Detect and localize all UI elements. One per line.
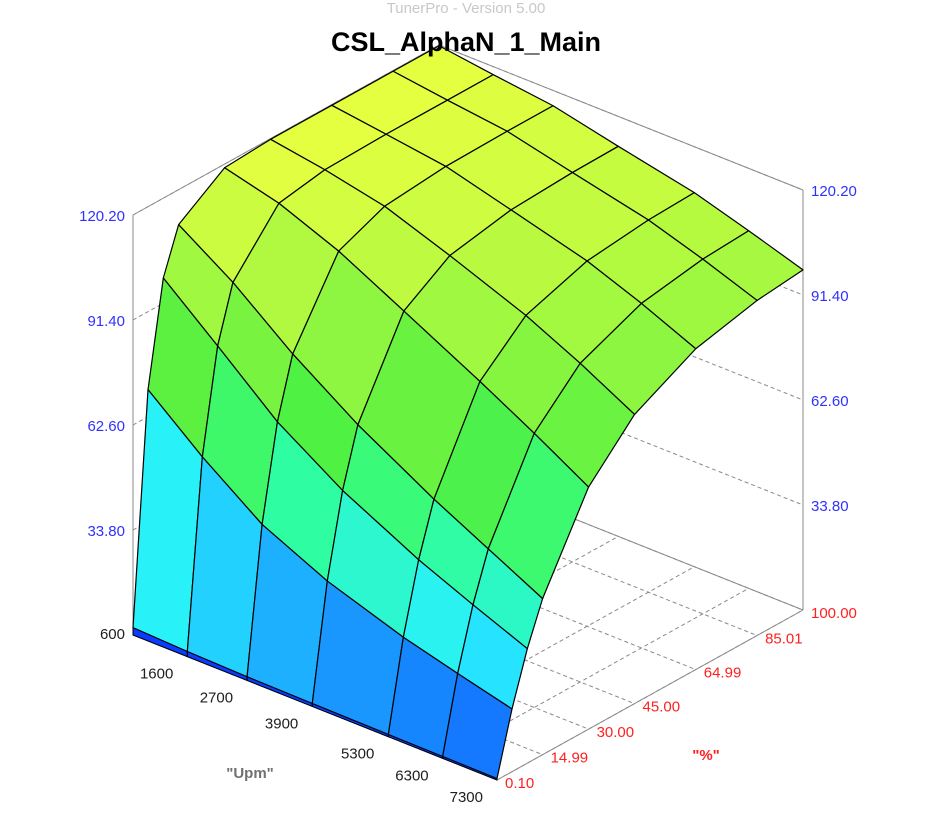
z-tick-label-right: 120.20 bbox=[811, 183, 857, 200]
y-tick-label: 45.00 bbox=[643, 699, 681, 716]
x-tick-label: 2700 bbox=[200, 689, 233, 706]
gridline bbox=[496, 609, 804, 781]
gridline bbox=[132, 44, 440, 216]
x-tick-label: 6300 bbox=[395, 767, 428, 784]
x-tick-label: 5300 bbox=[341, 746, 374, 763]
z-tick-label-left: 91.40 bbox=[87, 313, 125, 330]
gridline bbox=[438, 44, 804, 191]
y-tick-label: 14.99 bbox=[551, 750, 589, 767]
y-tick-label: 30.00 bbox=[597, 724, 635, 741]
y-tick-label: 100.00 bbox=[811, 605, 857, 622]
surface bbox=[132, 45, 804, 781]
chart-title: CSL_AlphaN_1_Main bbox=[330, 27, 602, 57]
z-tick-label-left: 33.80 bbox=[87, 523, 125, 540]
y-tick-label: 85.01 bbox=[765, 631, 803, 648]
z-tick-label-right: 62.60 bbox=[811, 393, 849, 410]
y-tick-label: 0.10 bbox=[505, 775, 534, 792]
z-tick-label-left: 62.60 bbox=[87, 418, 125, 435]
z-tick-label-right: 91.40 bbox=[811, 288, 849, 305]
y-tick-label: 64.99 bbox=[704, 665, 742, 682]
y-axis-label: "%" bbox=[692, 747, 720, 764]
surface-skirt bbox=[442, 755, 498, 781]
x-tick-label: 600 bbox=[100, 626, 125, 643]
z-tick-label-left: 120.20 bbox=[79, 208, 125, 225]
x-tick-label: 3900 bbox=[265, 715, 298, 732]
x-tick-label: 7300 bbox=[450, 789, 483, 806]
x-tick-label: 1600 bbox=[140, 666, 173, 683]
x-axis-label: "Upm" bbox=[226, 765, 274, 782]
z-tick-label-right: 33.80 bbox=[811, 498, 849, 515]
axis-labels: 33.80 33.80 62.60 62.60 91.40 91.40 120.20 120.… bbox=[79, 183, 857, 806]
app-title: TunerPro - Version 5.00 bbox=[386, 0, 546, 17]
